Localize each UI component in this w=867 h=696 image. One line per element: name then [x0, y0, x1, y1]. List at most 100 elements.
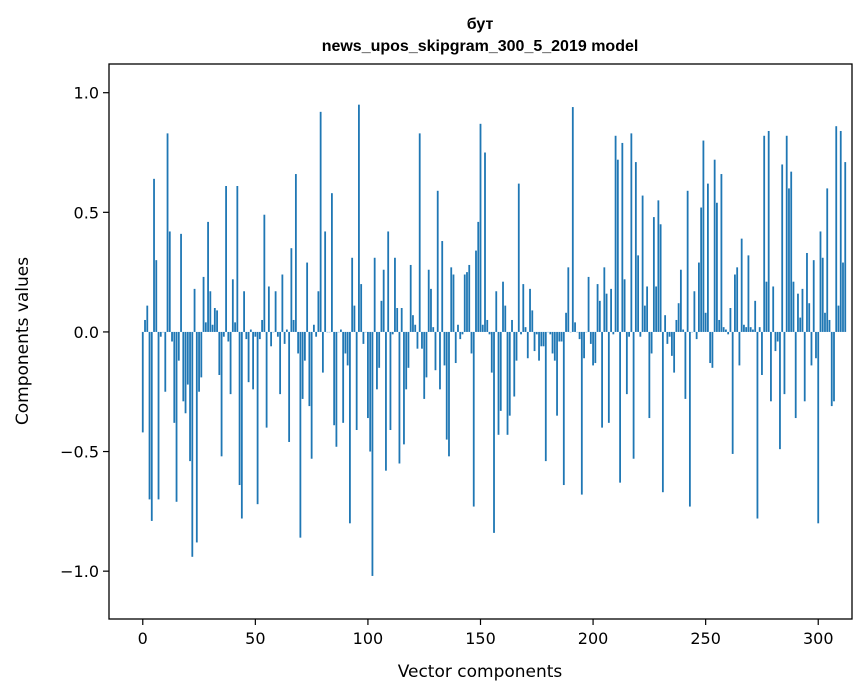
- bar: [776, 331, 779, 342]
- bar: [382, 269, 385, 332]
- bar: [335, 331, 338, 447]
- bar: [495, 291, 498, 332]
- bar: [772, 286, 775, 332]
- bar: [839, 130, 842, 332]
- bar: [249, 329, 252, 332]
- bar: [403, 331, 405, 445]
- bar: [362, 331, 365, 344]
- bar: [682, 329, 685, 332]
- bar: [486, 319, 489, 332]
- chart-title: бут: [467, 16, 494, 33]
- bar: [574, 322, 576, 332]
- bar: [709, 331, 712, 364]
- bar: [596, 284, 599, 332]
- x-axis-label: Vector components: [398, 662, 563, 682]
- bar: [601, 331, 603, 428]
- bar: [333, 331, 336, 426]
- x-tick-label: 300: [803, 629, 834, 648]
- bar: [553, 331, 556, 361]
- bar: [367, 331, 369, 419]
- bar: [833, 331, 835, 402]
- bar: [679, 269, 682, 332]
- bar: [211, 324, 214, 332]
- bar: [195, 331, 198, 543]
- bar: [141, 331, 144, 433]
- bar: [785, 135, 788, 332]
- bar: [405, 331, 408, 390]
- bar: [821, 257, 824, 332]
- bar: [371, 331, 374, 576]
- bar: [556, 331, 558, 416]
- bar: [707, 183, 709, 332]
- bar: [303, 331, 306, 361]
- bar: [664, 315, 667, 332]
- bar: [657, 200, 660, 332]
- bar: [475, 250, 477, 332]
- bar: [432, 327, 435, 332]
- bar: [407, 331, 410, 368]
- bar: [159, 331, 162, 337]
- bar: [695, 331, 698, 340]
- bar: [535, 331, 538, 335]
- bar: [603, 267, 606, 332]
- x-tick-label: 100: [353, 629, 384, 648]
- bar: [290, 248, 293, 332]
- bar: [207, 221, 209, 332]
- bar: [351, 257, 354, 332]
- bar: [756, 331, 759, 519]
- bar: [349, 331, 351, 524]
- bar: [594, 331, 597, 364]
- bar: [529, 288, 531, 332]
- bar: [623, 279, 626, 332]
- bar: [385, 331, 387, 471]
- bar: [808, 303, 811, 332]
- bar: [443, 331, 446, 366]
- bar: [236, 186, 239, 332]
- bar: [643, 305, 646, 332]
- bar: [698, 262, 700, 332]
- bar: [673, 331, 676, 373]
- bar: [245, 331, 248, 340]
- bar: [688, 331, 691, 507]
- bar: [826, 188, 829, 332]
- bar: [731, 331, 734, 454]
- bar: [684, 331, 687, 399]
- bar: [520, 331, 522, 335]
- bar: [583, 331, 585, 359]
- bar: [200, 331, 203, 378]
- bar: [177, 331, 180, 361]
- bar: [616, 159, 619, 332]
- bar: [783, 331, 786, 395]
- bar: [258, 331, 261, 340]
- bar: [686, 190, 689, 332]
- bar: [229, 331, 232, 395]
- bar: [560, 331, 563, 342]
- bar: [448, 331, 450, 457]
- bar: [571, 107, 574, 332]
- bar: [409, 264, 412, 332]
- bar: [508, 331, 511, 416]
- bar: [736, 267, 739, 332]
- bar: [842, 262, 844, 332]
- bar: [531, 310, 534, 332]
- bar: [592, 331, 594, 366]
- bar: [693, 291, 696, 332]
- bar: [279, 331, 282, 395]
- bar: [234, 322, 236, 332]
- bar: [526, 331, 529, 359]
- bar: [353, 305, 356, 332]
- bar: [157, 331, 160, 500]
- bar: [439, 331, 441, 390]
- bar: [153, 178, 155, 332]
- bar: [412, 315, 414, 332]
- bar: [261, 319, 263, 332]
- bar: [344, 331, 347, 354]
- bar: [749, 327, 752, 332]
- bar: [331, 193, 333, 332]
- bar: [378, 331, 381, 368]
- bar: [722, 327, 725, 332]
- y-axis: −1.0 −0.5 0.0 0.5 1.0: [60, 84, 109, 581]
- bar: [193, 288, 196, 332]
- bar: [283, 331, 286, 344]
